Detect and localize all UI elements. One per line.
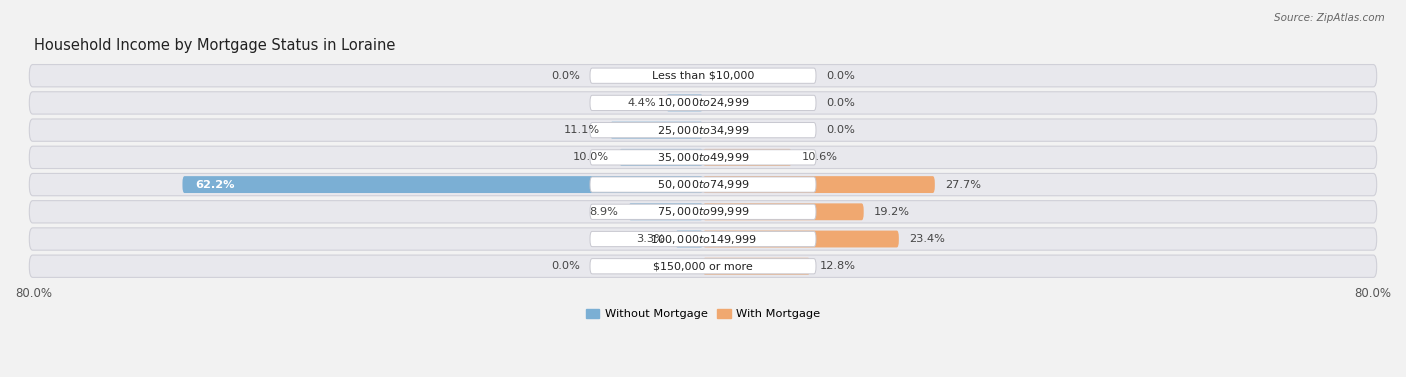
FancyBboxPatch shape [591,259,815,274]
Text: Less than $10,000: Less than $10,000 [652,71,754,81]
FancyBboxPatch shape [30,119,1376,141]
Text: 10.6%: 10.6% [801,152,838,162]
Text: $150,000 or more: $150,000 or more [654,261,752,271]
Text: 19.2%: 19.2% [873,207,910,217]
Text: 62.2%: 62.2% [195,179,235,190]
Text: $25,000 to $34,999: $25,000 to $34,999 [657,124,749,136]
Text: $35,000 to $49,999: $35,000 to $49,999 [657,151,749,164]
FancyBboxPatch shape [183,176,703,193]
FancyBboxPatch shape [30,255,1376,277]
FancyBboxPatch shape [30,201,1376,223]
FancyBboxPatch shape [591,95,815,110]
Text: 0.0%: 0.0% [551,261,581,271]
FancyBboxPatch shape [30,173,1376,196]
Text: $100,000 to $149,999: $100,000 to $149,999 [650,233,756,245]
Text: $10,000 to $24,999: $10,000 to $24,999 [657,97,749,109]
FancyBboxPatch shape [610,122,703,139]
Text: $50,000 to $74,999: $50,000 to $74,999 [657,178,749,191]
Text: 10.0%: 10.0% [574,152,609,162]
Text: $75,000 to $99,999: $75,000 to $99,999 [657,205,749,218]
FancyBboxPatch shape [30,64,1376,87]
Text: Source: ZipAtlas.com: Source: ZipAtlas.com [1274,13,1385,23]
Text: 0.0%: 0.0% [825,71,855,81]
FancyBboxPatch shape [619,149,703,166]
FancyBboxPatch shape [703,231,898,247]
Legend: Without Mortgage, With Mortgage: Without Mortgage, With Mortgage [581,304,825,324]
FancyBboxPatch shape [703,203,863,220]
Text: 8.9%: 8.9% [589,207,619,217]
Text: Household Income by Mortgage Status in Loraine: Household Income by Mortgage Status in L… [34,38,395,53]
FancyBboxPatch shape [591,177,815,192]
FancyBboxPatch shape [591,231,815,247]
FancyBboxPatch shape [591,204,815,219]
Text: 12.8%: 12.8% [820,261,856,271]
FancyBboxPatch shape [30,228,1376,250]
FancyBboxPatch shape [703,258,810,275]
FancyBboxPatch shape [628,203,703,220]
Text: 0.0%: 0.0% [825,98,855,108]
FancyBboxPatch shape [703,149,792,166]
FancyBboxPatch shape [666,95,703,111]
FancyBboxPatch shape [675,231,703,247]
FancyBboxPatch shape [591,68,815,83]
FancyBboxPatch shape [30,92,1376,114]
FancyBboxPatch shape [591,150,815,165]
Text: 0.0%: 0.0% [825,125,855,135]
Text: 0.0%: 0.0% [551,71,581,81]
Text: 23.4%: 23.4% [908,234,945,244]
Text: 11.1%: 11.1% [564,125,600,135]
Text: 27.7%: 27.7% [945,179,981,190]
FancyBboxPatch shape [30,146,1376,169]
FancyBboxPatch shape [703,176,935,193]
FancyBboxPatch shape [591,123,815,138]
Text: 3.3%: 3.3% [637,234,665,244]
Text: 4.4%: 4.4% [627,98,657,108]
